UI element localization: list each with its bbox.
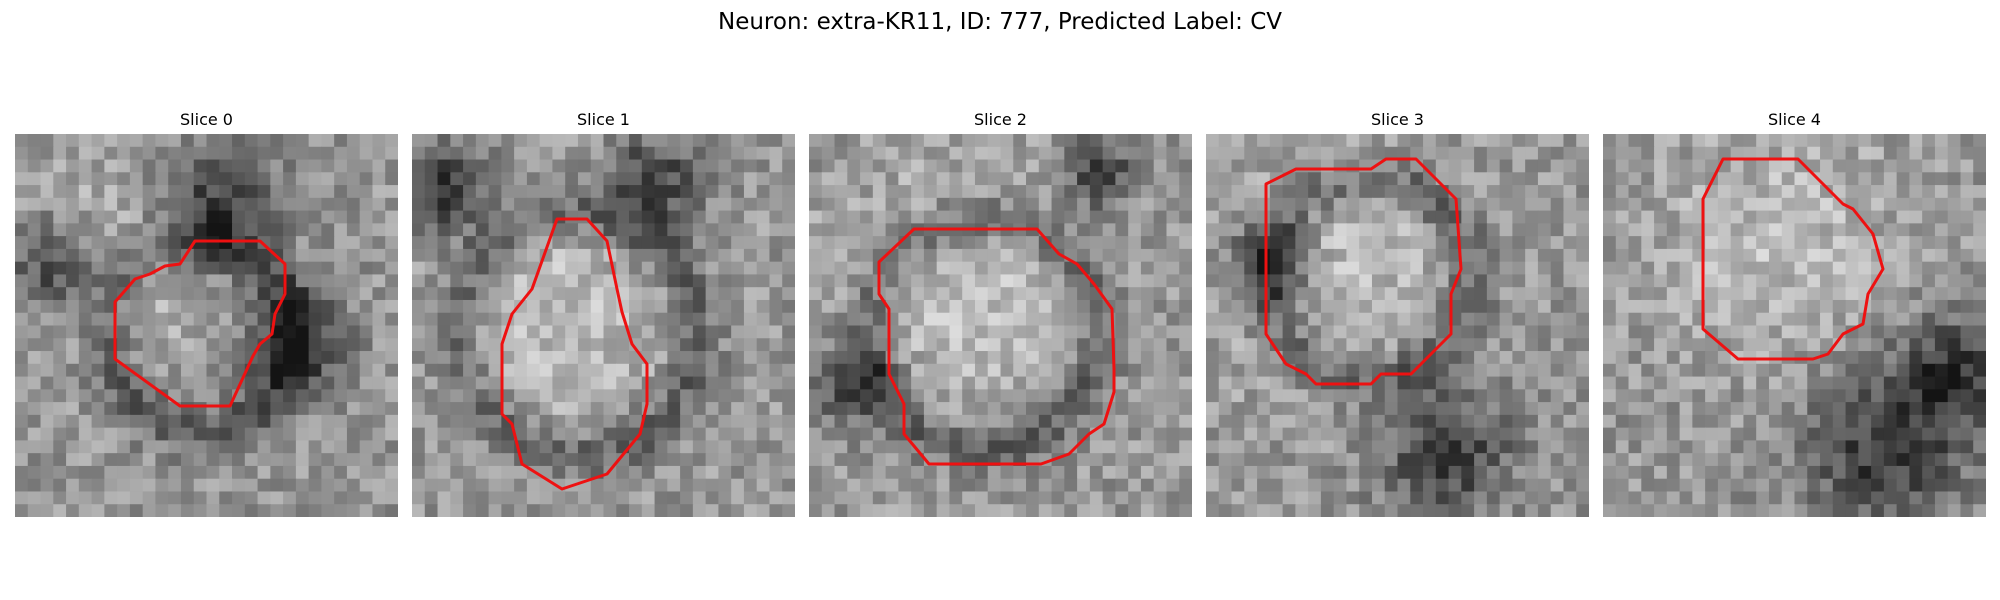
slice-title-4: Slice 4	[1768, 110, 1821, 129]
neuron-contour-0	[113, 239, 287, 408]
slice-pixels-3	[1206, 134, 1589, 517]
slice-panel-1: Slice 1	[412, 108, 795, 517]
slice-pixels-2	[809, 134, 1192, 517]
slice-image-3	[1206, 134, 1589, 517]
slice-image-4	[1603, 134, 1986, 517]
slice-title-0: Slice 0	[180, 110, 233, 129]
slice-title-2: Slice 2	[974, 110, 1027, 129]
slice-panel-4: Slice 4	[1603, 108, 1986, 517]
slice-panel-3: Slice 3	[1206, 108, 1589, 517]
slice-pixels-4	[1603, 134, 1986, 517]
slice-image-2	[809, 134, 1192, 517]
neuron-contour-1	[500, 217, 649, 491]
slice-image-0	[15, 134, 398, 517]
neuron-contour-3	[1264, 157, 1463, 386]
neuron-contour-4	[1701, 157, 1885, 361]
slice-pixels-0	[15, 134, 398, 517]
slice-title-3: Slice 3	[1371, 110, 1424, 129]
figure-title: Neuron: extra-KR11, ID: 777, Predicted L…	[717, 9, 1283, 35]
slice-title-1: Slice 1	[577, 110, 630, 129]
slice-panel-2: Slice 2	[809, 108, 1192, 517]
slice-panel-0: Slice 0	[15, 108, 398, 517]
slice-pixels-1	[412, 134, 795, 517]
neuron-contour-2	[877, 227, 1116, 466]
slice-image-1	[412, 134, 795, 517]
